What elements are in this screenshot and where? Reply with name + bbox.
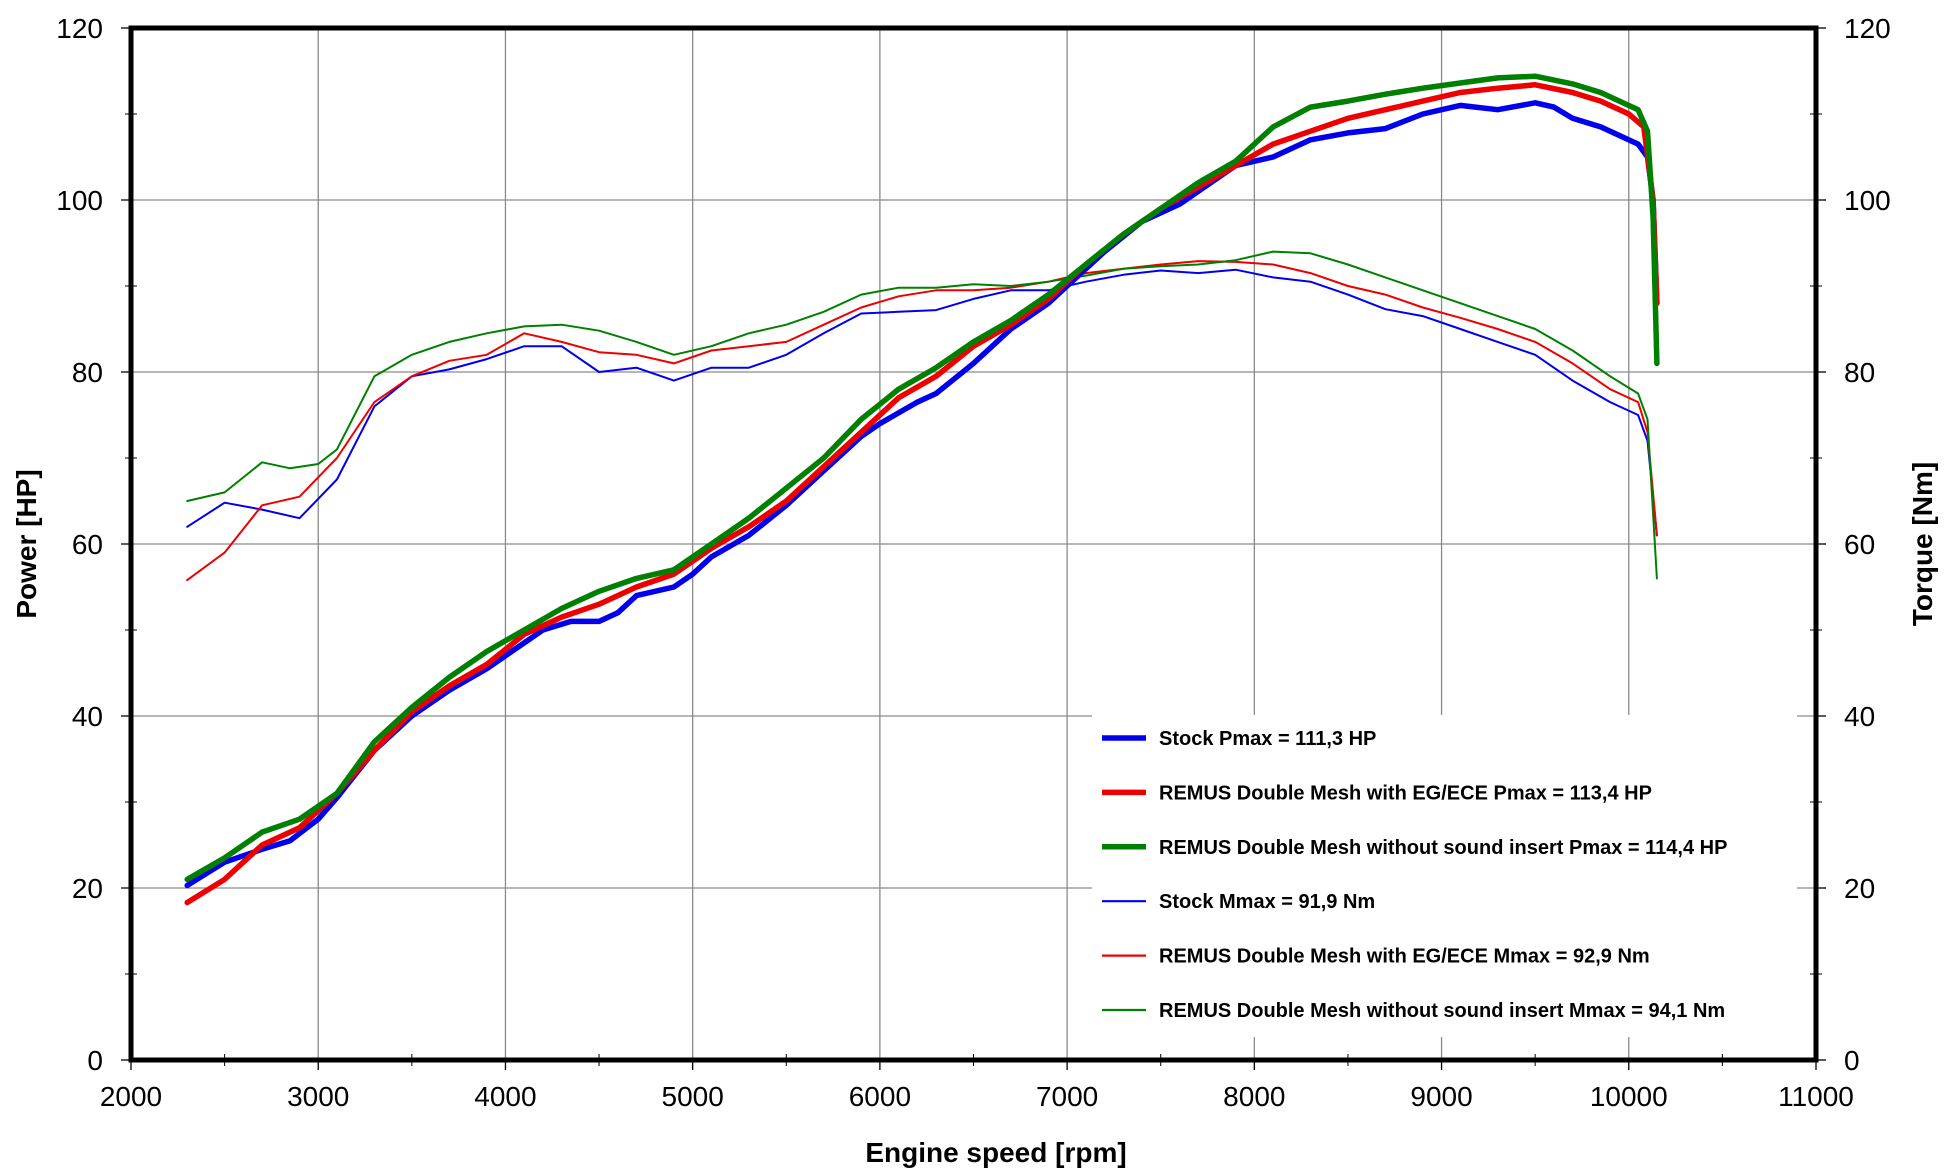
x-tick-label: 11000 <box>1778 1081 1854 1112</box>
y-tick-label: 20 <box>72 873 103 904</box>
legend-label: REMUS Double Mesh without sound insert P… <box>1159 837 1727 859</box>
series-line-6 <box>186 250 1658 580</box>
legend-label: REMUS Double Mesh with EG/ECE Mmax = 92,… <box>1159 946 1650 968</box>
series-line-5 <box>186 260 1658 582</box>
y-tick-label: 40 <box>72 701 103 732</box>
y-tick-label: 0 <box>87 1045 103 1076</box>
x-tick-label: 8000 <box>1223 1081 1285 1112</box>
x-tick-label: 9000 <box>1410 1081 1472 1112</box>
legend: Stock Pmax = 111,3 HP REMUS Double Mesh w… <box>1092 715 1797 1037</box>
y-tick-label: 60 <box>72 529 103 560</box>
x-tick-label: 6000 <box>849 1081 911 1112</box>
y2-tick-label: 120 <box>1844 13 1891 44</box>
y-tick-label: 120 <box>56 13 103 44</box>
series-line-2 <box>184 82 1660 906</box>
x-tick-label: 10000 <box>1590 1081 1668 1112</box>
legend-box <box>1092 715 1797 1037</box>
x-tick-label: 2000 <box>100 1081 162 1112</box>
legend-label: Stock Pmax = 111,3 HP <box>1159 728 1376 750</box>
y2-tick-label: 20 <box>1844 873 1875 904</box>
x-tick-label: 7000 <box>1036 1081 1098 1112</box>
y2-axis-label: Torque [Nm] <box>1907 462 1938 626</box>
y2-tick-label: 80 <box>1844 357 1875 388</box>
legend-label: REMUS Double Mesh without sound insert M… <box>1159 1000 1725 1022</box>
y-axis-label: Power [HP] <box>11 469 42 618</box>
x-axis-label: Engine speed [rpm] <box>865 1137 1126 1168</box>
y-tick-label: 100 <box>56 185 103 216</box>
series-line-4 <box>186 268 1658 537</box>
x-tick-label: 5000 <box>662 1081 724 1112</box>
tick-labels: 2000 3000 4000 5000 6000 7000 8000 9000 10000 110… <box>56 13 1890 1112</box>
x-tick-label: 4000 <box>474 1081 536 1112</box>
legend-label: REMUS Double Mesh with EG/ECE Pmax = 113… <box>1159 782 1652 804</box>
y2-tick-label: 100 <box>1844 185 1891 216</box>
y2-tick-label: 60 <box>1844 529 1875 560</box>
series-line-3 <box>184 73 1660 883</box>
plot-border <box>128 25 1819 1063</box>
series-lines <box>184 73 1660 906</box>
series-line-1 <box>184 100 1660 889</box>
plot-frame <box>121 25 1826 1070</box>
legend-label: Stock Mmax = 91,9 Nm <box>1159 891 1375 913</box>
y2-tick-label: 0 <box>1844 1045 1860 1076</box>
y2-tick-label: 40 <box>1844 701 1875 732</box>
y-tick-label: 80 <box>72 357 103 388</box>
x-tick-label: 3000 <box>287 1081 349 1112</box>
